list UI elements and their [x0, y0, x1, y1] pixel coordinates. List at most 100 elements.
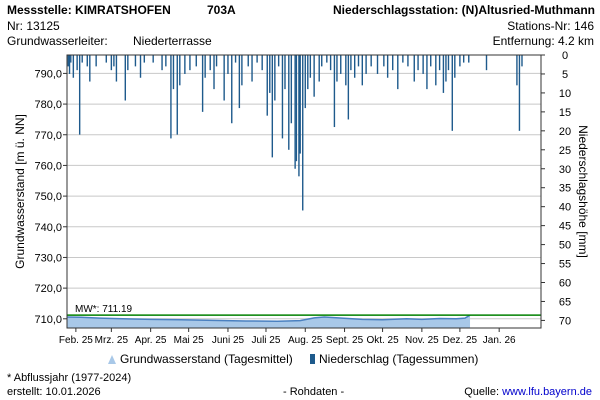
precipitation-bar	[361, 55, 363, 86]
precipitation-bar	[333, 55, 336, 128]
right-tick-label: 60	[559, 278, 571, 290]
precipitation-bar	[274, 55, 276, 101]
x-tick-label: Mai 25	[174, 335, 204, 346]
precipitation-bar	[271, 55, 274, 158]
precipitation-bar	[215, 55, 218, 67]
precipitation-bar	[447, 55, 450, 71]
raw-data-note: - Rohdaten -	[283, 386, 345, 398]
precip-station-distance: Entfernung: 4.2 km	[492, 34, 594, 48]
precipitation-bar	[336, 55, 338, 82]
left-tick-label: 780,0	[34, 99, 62, 111]
aquifer-value: Niederterrasse	[133, 34, 212, 48]
legend-groundwater: Grundwasserstand (Tagesmittel)	[108, 352, 293, 366]
precipitation-bar	[298, 55, 300, 177]
mean-water-level-label: MW*: 711.19	[75, 304, 132, 315]
precipitation-bar	[81, 55, 83, 63]
precipitation-bar	[124, 55, 126, 101]
precipitation-bars	[67, 55, 523, 211]
precipitation-bar	[370, 55, 372, 67]
precipitation-bar	[309, 55, 312, 78]
precipitation-bar	[516, 55, 518, 86]
precipitation-bar	[189, 55, 191, 71]
x-tick-label: Juli 25	[252, 335, 281, 346]
precipitation-bar	[266, 55, 268, 116]
precipitation-bar	[353, 55, 356, 78]
right-tick-label: 65	[559, 296, 571, 308]
precipitation-bar	[277, 55, 280, 67]
station-label: Messstelle: KIMRATSHOFEN	[7, 3, 171, 17]
x-tick-label: Jan. 26	[483, 335, 516, 346]
precipitation-bar	[223, 55, 225, 101]
precipitation-bar	[256, 55, 258, 63]
precipitation-bar	[462, 55, 465, 63]
precipitation-bar	[139, 55, 142, 78]
right-tick-label: 0	[562, 50, 568, 62]
precipitation-bar	[231, 55, 233, 124]
precipitation-bar	[485, 55, 488, 71]
precipitation-bar	[313, 55, 315, 97]
precipitation-bar	[435, 55, 437, 86]
left-tick-label: 710,0	[34, 314, 62, 326]
precipitation-bar	[376, 55, 379, 74]
right-tick-label: 45	[559, 221, 571, 233]
precipitation-bar	[304, 55, 306, 109]
left-axis-ticks: 710,0 720,0 730,0 740,0 750,0 760,0 770,0 780,0…	[34, 68, 67, 326]
station-code: 703A	[207, 3, 236, 17]
precipitation-bar	[161, 55, 163, 71]
precipitation-bar	[386, 55, 389, 78]
precipitation-bar	[430, 55, 432, 67]
precipitation-bar	[213, 55, 215, 90]
precipitation-bar	[195, 55, 197, 67]
precipitation-bar	[451, 55, 453, 131]
legend-groundwater-label: Grundwasserstand (Tagesmittel)	[120, 352, 293, 366]
right-tick-label: 70	[559, 315, 571, 327]
precipitation-bar	[105, 55, 107, 63]
right-tick-label: 35	[559, 183, 571, 195]
footnote: * Abflussjahr (1977-2024)	[7, 372, 132, 384]
precipitation-bar	[95, 55, 97, 67]
precipitation-bar	[468, 55, 470, 63]
precipitation-bar	[307, 55, 309, 90]
precipitation-bar	[234, 55, 237, 63]
precipitation-bar	[152, 55, 154, 63]
created-date: erstellt: 10.01.2026	[7, 386, 101, 398]
precipitation-bar	[350, 55, 352, 71]
precipitation-bar	[345, 55, 347, 86]
source-link[interactable]: www.lfu.bayern.de	[502, 386, 592, 398]
right-tick-label: 30	[559, 164, 571, 176]
precipitation-bar	[299, 55, 301, 154]
left-tick-label: 760,0	[34, 160, 62, 172]
right-tick-label: 40	[559, 202, 571, 214]
precipitation-bar	[329, 55, 332, 71]
precipitation-bar	[110, 55, 113, 71]
precipitation-bar	[113, 55, 115, 67]
precipitation-bar	[347, 55, 350, 120]
precipitation-bar	[115, 55, 118, 82]
x-tick-label: Aug. 25	[288, 335, 323, 346]
precipitation-bar	[302, 55, 304, 211]
precipitation-bar	[241, 55, 243, 86]
right-tick-label: 25	[559, 145, 571, 157]
precipitation-bar	[281, 55, 284, 139]
precipitation-bar	[209, 55, 211, 71]
precipitation-bar	[261, 55, 263, 71]
precipitation-bar	[251, 55, 253, 82]
x-tick-label: Okt. 25	[366, 335, 399, 346]
precipitation-bar	[165, 55, 167, 67]
right-tick-label: 50	[559, 240, 571, 252]
precipitation-bar	[383, 55, 385, 67]
aquifer-label: Grundwasserleiter:	[7, 34, 108, 48]
precipitation-bar	[357, 55, 360, 67]
precipitation-bar	[176, 55, 178, 135]
right-tick-label: 15	[559, 107, 571, 119]
precipitation-bar	[134, 55, 137, 67]
precipitation-bar	[413, 55, 415, 82]
precipitation-bar	[67, 55, 69, 67]
precipitation-bar	[407, 55, 409, 67]
precipitation-bar	[518, 55, 521, 131]
precipitation-bar	[179, 55, 181, 86]
precipitation-bar	[459, 55, 461, 67]
precipitation-bar	[288, 55, 290, 150]
plot-frame	[66, 54, 542, 329]
precipitation-bar	[392, 55, 394, 71]
